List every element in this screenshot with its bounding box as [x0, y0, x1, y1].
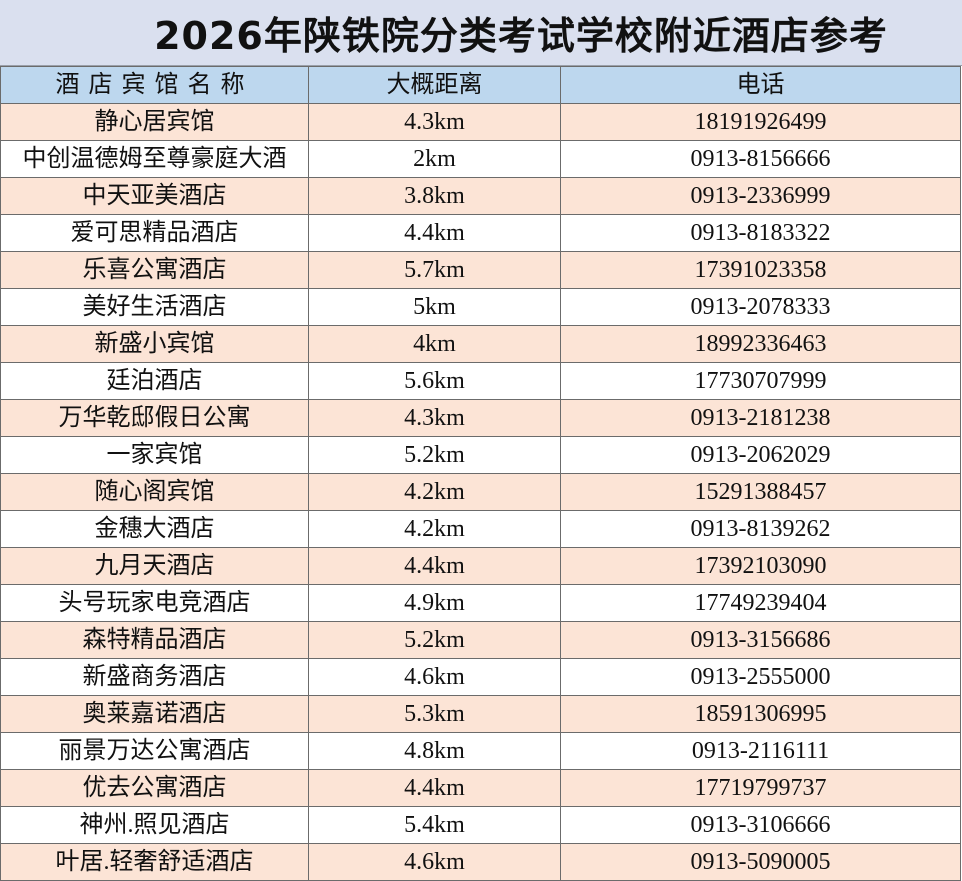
distance-cell: 5.6km — [308, 362, 561, 400]
distance-cell: 5.7km — [308, 251, 561, 289]
phone-cell: 0913-2116111 — [560, 732, 961, 770]
hotel-name-cell: 随心阁宾馆 — [0, 473, 309, 511]
table-row: 廷泊酒店 5.6km 17730707999 — [0, 362, 961, 400]
phone-cell: 17391023358 — [560, 251, 961, 289]
header-distance: 大概距离 — [308, 66, 561, 104]
header-phone: 电话 — [560, 66, 961, 104]
hotel-name-cell: 九月天酒店 — [0, 547, 309, 585]
hotel-name-cell: 新盛小宾馆 — [0, 325, 309, 363]
table-row: 乐喜公寓酒店 5.7km 17391023358 — [0, 251, 961, 289]
distance-cell: 4.2km — [308, 510, 561, 548]
table-row: 头号玩家电竞酒店 4.9km 17749239404 — [0, 584, 961, 622]
table-row: 奥莱嘉诺酒店 5.3km 18591306995 — [0, 695, 961, 733]
table-row: 丽景万达公寓酒店 4.8km 0913-2116111 — [0, 732, 961, 770]
phone-cell: 15291388457 — [560, 473, 961, 511]
table-row: 叶居.轻奢舒适酒店 4.6km 0913-5090005 — [0, 843, 961, 881]
distance-cell: 4.9km — [308, 584, 561, 622]
distance-cell: 5.3km — [308, 695, 561, 733]
table-row: 新盛商务酒店 4.6km 0913-2555000 — [0, 658, 961, 696]
phone-cell: 0913-8139262 — [560, 510, 961, 548]
phone-cell: 0913-8156666 — [560, 140, 961, 178]
table-row: 新盛小宾馆 4km 18992336463 — [0, 325, 961, 363]
header-row: 酒店宾馆名称 大概距离 电话 — [0, 66, 961, 104]
hotel-name-cell: 优去公寓酒店 — [0, 769, 309, 807]
table-row: 随心阁宾馆 4.2km 15291388457 — [0, 473, 961, 511]
table-row: 神州.照见酒店 5.4km 0913-3106666 — [0, 806, 961, 844]
phone-cell: 18191926499 — [560, 103, 961, 141]
table-row: 万华乾邸假日公寓 4.3km 0913-2181238 — [0, 399, 961, 437]
table-row: 森特精品酒店 5.2km 0913-3156686 — [0, 621, 961, 659]
hotel-name-cell: 美好生活酒店 — [0, 288, 309, 326]
table-row: 中创温德姆至尊豪庭大酒 2km 0913-8156666 — [0, 140, 961, 178]
phone-cell: 0913-2062029 — [560, 436, 961, 474]
phone-cell: 18992336463 — [560, 325, 961, 363]
phone-cell: 0913-2336999 — [560, 177, 961, 215]
phone-cell: 17392103090 — [560, 547, 961, 585]
table-row: 优去公寓酒店 4.4km 17719799737 — [0, 769, 961, 807]
distance-cell: 5km — [308, 288, 561, 326]
phone-cell: 0913-3106666 — [560, 806, 961, 844]
distance-cell: 4.2km — [308, 473, 561, 511]
hotel-name-cell: 金穗大酒店 — [0, 510, 309, 548]
table-row: 金穗大酒店 4.2km 0913-8139262 — [0, 510, 961, 548]
hotel-name-cell: 廷泊酒店 — [0, 362, 309, 400]
distance-cell: 2km — [308, 140, 561, 178]
phone-cell: 0913-2555000 — [560, 658, 961, 696]
table-row: 美好生活酒店 5km 0913-2078333 — [0, 288, 961, 326]
distance-cell: 4.4km — [308, 769, 561, 807]
phone-cell: 18591306995 — [560, 695, 961, 733]
hotel-table: 酒店宾馆名称 大概距离 电话 静心居宾馆 4.3km 18191926499 中创温德… — [0, 66, 961, 881]
table-row: 中天亚美酒店 3.8km 0913-2336999 — [0, 177, 961, 215]
hotel-name-cell: 爱可思精品酒店 — [0, 214, 309, 252]
distance-cell: 4km — [308, 325, 561, 363]
distance-cell: 4.6km — [308, 843, 561, 881]
hotel-name-cell: 中创温德姆至尊豪庭大酒 — [0, 140, 309, 178]
hotel-name-cell: 叶居.轻奢舒适酒店 — [0, 843, 309, 881]
phone-cell: 0913-2181238 — [560, 399, 961, 437]
table-row: 爱可思精品酒店 4.4km 0913-8183322 — [0, 214, 961, 252]
page-title: 2026年陕铁院分类考试学校附近酒店参考 — [154, 14, 888, 58]
phone-cell: 17749239404 — [560, 584, 961, 622]
phone-cell: 0913-3156686 — [560, 621, 961, 659]
phone-cell: 0913-2078333 — [560, 288, 961, 326]
distance-cell: 4.3km — [308, 399, 561, 437]
table-row: 九月天酒店 4.4km 17392103090 — [0, 547, 961, 585]
hotel-name-cell: 头号玩家电竞酒店 — [0, 584, 309, 622]
distance-cell: 3.8km — [308, 177, 561, 215]
distance-cell: 4.4km — [308, 214, 561, 252]
hotel-name-cell: 奥莱嘉诺酒店 — [0, 695, 309, 733]
hotel-name-cell: 新盛商务酒店 — [0, 658, 309, 696]
hotel-name-cell: 一家宾馆 — [0, 436, 309, 474]
hotel-name-cell: 乐喜公寓酒店 — [0, 251, 309, 289]
phone-cell: 0913-8183322 — [560, 214, 961, 252]
distance-cell: 4.8km — [308, 732, 561, 770]
table-row: 一家宾馆 5.2km 0913-2062029 — [0, 436, 961, 474]
hotel-name-cell: 静心居宾馆 — [0, 103, 309, 141]
distance-cell: 5.4km — [308, 806, 561, 844]
hotel-name-cell: 神州.照见酒店 — [0, 806, 309, 844]
table-row: 静心居宾馆 4.3km 18191926499 — [0, 103, 961, 141]
distance-cell: 4.3km — [308, 103, 561, 141]
hotel-name-cell: 中天亚美酒店 — [0, 177, 309, 215]
header-name: 酒店宾馆名称 — [0, 66, 309, 104]
distance-cell: 5.2km — [308, 621, 561, 659]
distance-cell: 4.4km — [308, 547, 561, 585]
phone-cell: 17730707999 — [560, 362, 961, 400]
hotel-name-cell: 丽景万达公寓酒店 — [0, 732, 309, 770]
distance-cell: 5.2km — [308, 436, 561, 474]
phone-cell: 0913-5090005 — [560, 843, 961, 881]
hotel-name-cell: 万华乾邸假日公寓 — [0, 399, 309, 437]
distance-cell: 4.6km — [308, 658, 561, 696]
phone-cell: 17719799737 — [560, 769, 961, 807]
title-row: 2026年陕铁院分类考试学校附近酒店参考 — [0, 0, 962, 66]
hotel-name-cell: 森特精品酒店 — [0, 621, 309, 659]
